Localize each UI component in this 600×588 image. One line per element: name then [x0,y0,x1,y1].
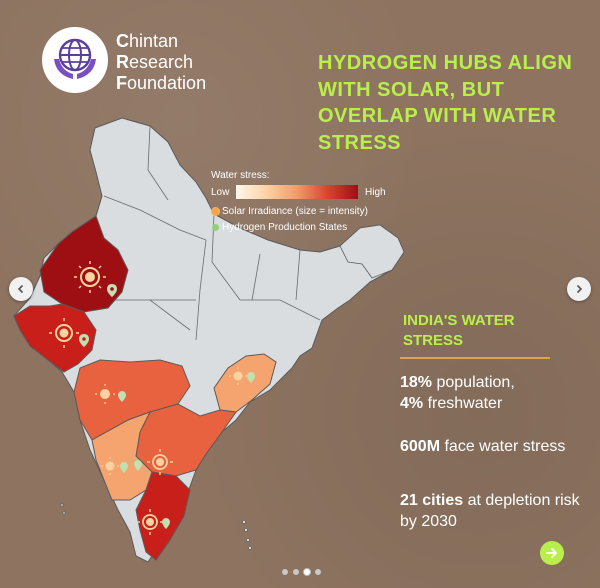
legend-solar-label: Solar Irradiance (size = intensity) [222,206,368,217]
map-pin-icon-rajasthan [107,284,117,297]
divider [400,357,550,359]
map-pin-icon-maharashtra [118,391,126,402]
legend-title: Water stress: [211,170,270,181]
sun-icon-gujarat [49,318,79,348]
sun-icon-tamil-nadu [137,509,163,535]
sun-icon [211,207,220,216]
stat-cities-label: at depletion risk by 2030 [400,492,580,530]
org-name: Chintan Research Foundation [116,31,206,94]
stat-cities-value: 21 cities [400,492,464,509]
state-andhra-pradesh [135,403,237,477]
carousel-dot-1[interactable] [282,569,288,575]
legend-low-label: Low [211,187,230,198]
headline: HYDROGEN HUBS ALIGN WITH SOLAR, BUT OVER… [318,52,573,154]
stat-affected-label: face water stress [440,438,566,455]
sun-icon-rajasthan [74,261,106,293]
map-pin-icon-odisha [247,372,255,383]
carousel-dots [282,569,321,575]
map-pin-icon-tamil-nadu [162,518,170,529]
stat-affected-people: 600M face water stress [400,436,580,457]
chevron-right-icon [576,284,583,294]
carousel-dot-4[interactable] [315,569,321,575]
sun-icon-maharashtra [95,384,115,404]
map-pin-icon-karnataka [120,462,128,473]
arrow-right-icon [546,548,557,558]
stress-panel-title: INDIA'S WATER STRESS [403,312,515,349]
legend-high-label: High [365,187,386,198]
state-tamil-nadu [135,471,191,561]
sun-icon-andhra-pradesh [147,449,173,475]
sun-icon-odisha [229,367,247,385]
carousel-prev-button[interactable] [9,277,33,301]
org-name-line1: hintan [129,31,179,51]
stat-population-label: population, [432,374,515,391]
next-slide-button[interactable] [540,541,564,565]
stat-cities-risk: 21 cities at depletion risk by 2030 [400,490,580,532]
stat-freshwater-value: 4% [400,395,424,412]
sun-icon-karnataka [101,457,119,475]
carousel-dot-3[interactable] [304,569,310,575]
state-gujarat [13,303,97,373]
carousel-next-button[interactable] [567,277,591,301]
logo [42,27,108,93]
northeast-region [339,224,405,279]
carousel-dot-2[interactable] [293,569,299,575]
hydrogen-dot-icon [212,224,219,231]
globe-hands-logo-icon [54,38,96,79]
stat-population-value: 18% [400,374,433,391]
map-pin-icon-andhra-pradesh [134,460,142,471]
state-boundaries [96,125,321,341]
legend-hydrogen-label: Hydrogen Production States [222,222,348,233]
stat-affected-value: 600M [400,438,441,455]
org-name-line3: Foundation [116,73,207,93]
map-pin-icon-gujarat [79,334,89,347]
org-name-line2: Research [116,52,194,72]
org-initial-c: C [116,31,129,51]
chevron-left-icon [17,284,24,294]
stat-freshwater-label: freshwater [423,395,503,412]
islands [60,503,252,550]
legend-gradient-bar [236,185,358,199]
stat-population: 18% population, 4% freshwater [400,372,580,414]
